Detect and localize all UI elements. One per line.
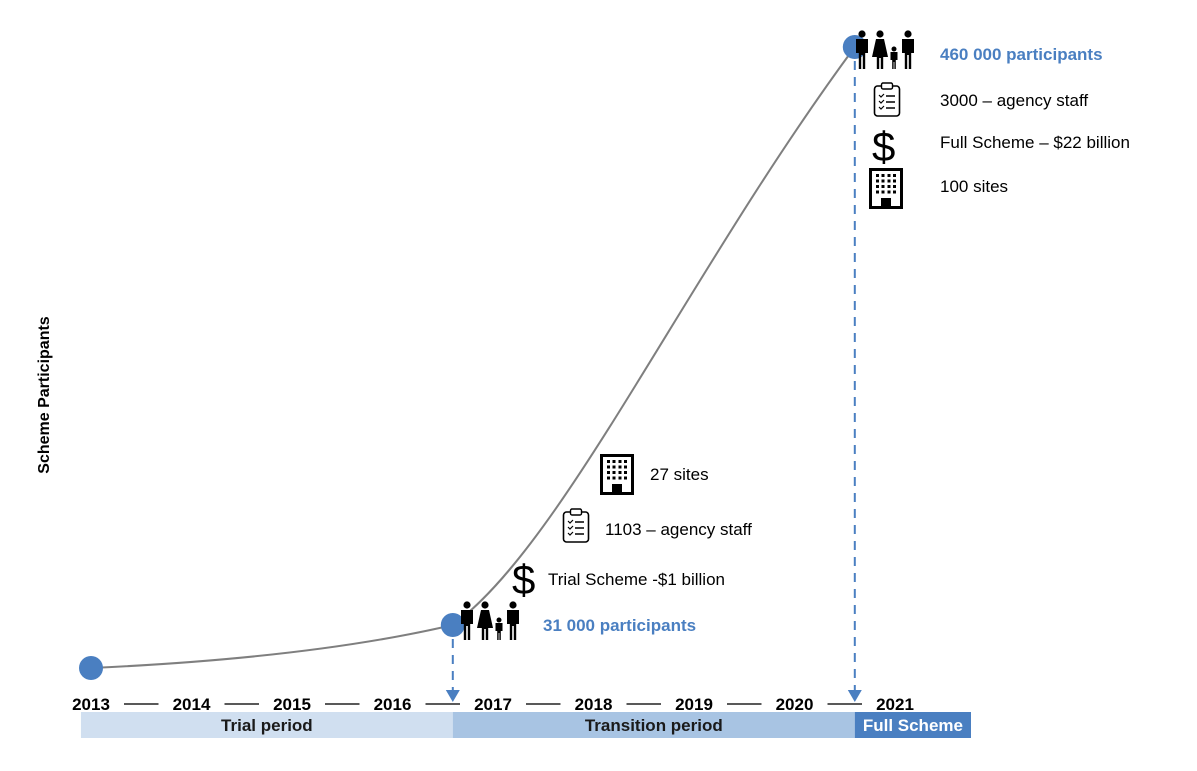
trial-staff-label: 1103 – agency staff: [605, 520, 752, 539]
clipboard-icon: [562, 508, 590, 543]
period-bars: Trial period Transition period Full Scheme: [80, 712, 971, 738]
full-funding-label: Full Scheme – $22 billion: [940, 133, 1130, 152]
full-sites-label: 100 sites: [940, 177, 1008, 196]
year-tick-label: 2019: [675, 695, 713, 714]
year-tick-label: 2016: [374, 695, 412, 714]
drop-arrow: [847, 690, 862, 702]
year-tick-label: 2013: [72, 695, 110, 714]
full-staff-label: 3000 – agency staff: [940, 91, 1088, 110]
milestone-point-1: [440, 613, 465, 637]
year-tick-label: 2018: [575, 695, 613, 714]
y-axis-label: Scheme Participants: [36, 316, 53, 474]
milestone-points: [79, 35, 867, 680]
period-label-0: Trial period: [221, 716, 313, 735]
trial-funding-label: Trial Scheme -$1 billion: [548, 570, 725, 589]
year-tick-label: 2021: [876, 695, 914, 714]
year-tick-label: 2014: [173, 695, 211, 714]
period-bar-0: [80, 712, 453, 738]
drop-arrow: [445, 690, 460, 702]
family-icon: [461, 601, 519, 640]
milestone-point-0: [79, 656, 103, 680]
participants-growth-curve: [90, 46, 856, 669]
period-bar-1: [452, 712, 855, 738]
building-icon: [600, 454, 634, 495]
year-tick-label: 2020: [776, 695, 814, 714]
year-tick-label: 2017: [474, 695, 512, 714]
year-tick-label: 2015: [273, 695, 311, 714]
period-label-1: Transition period: [585, 716, 723, 735]
clipboard-icon: [873, 82, 901, 117]
full-scheme-annotations: 460 000 participants 3000 – agency staff…: [856, 30, 1130, 209]
trial-participants-label: 31 000 participants: [543, 616, 696, 635]
trial-sites-label: 27 sites: [650, 465, 709, 484]
full-participants-label: 460 000 participants: [940, 45, 1103, 64]
period-bar-2: [854, 712, 971, 738]
trial-annotations: 31 000 participants $ Trial Scheme -$1 b…: [461, 454, 752, 641]
building-icon: [869, 168, 903, 209]
dollar-icon: $: [872, 123, 895, 170]
period-label-2: Full Scheme: [863, 716, 963, 735]
dollar-icon: $: [512, 556, 535, 603]
family-icon: [856, 30, 914, 69]
timeline-axis: 2013 2014 2015 2016 2017 2018 2019 2020 2021: [72, 695, 914, 714]
milestone-drop-lines: [445, 61, 862, 702]
